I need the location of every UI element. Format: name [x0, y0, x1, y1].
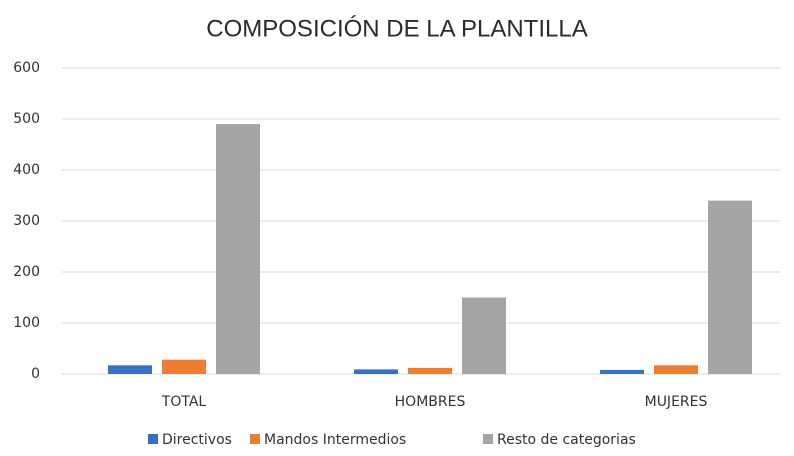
legend-label: Mandos Intermedios: [264, 432, 406, 448]
y-tick-label: 300: [13, 213, 40, 229]
legend-label: Resto de categorias: [497, 432, 636, 448]
x-tick-label: MUJERES: [645, 394, 708, 410]
bar: [162, 359, 206, 374]
chart-title: COMPOSICIÓN DE LA PLANTILLA: [206, 15, 587, 42]
y-tick-label: 600: [13, 60, 40, 76]
y-tick-label: 0: [31, 366, 40, 382]
x-tick-label: HOMBRES: [395, 394, 466, 410]
bar: [708, 200, 752, 374]
y-tick-label: 500: [13, 111, 40, 127]
y-tick-label: 100: [13, 315, 40, 331]
bar: [654, 365, 698, 374]
bar: [354, 369, 398, 374]
bar: [108, 365, 152, 374]
bar: [216, 124, 260, 374]
x-tick-label: TOTAL: [161, 394, 207, 410]
legend-swatch: [483, 434, 493, 444]
legend-label: Directivos: [162, 432, 232, 448]
legend-swatch: [148, 434, 158, 444]
legend-swatch: [250, 434, 260, 444]
y-tick-label: 200: [13, 264, 40, 280]
bar: [408, 367, 452, 374]
y-tick-label: 400: [13, 162, 40, 178]
bar: [462, 297, 506, 374]
bar: [600, 369, 644, 374]
